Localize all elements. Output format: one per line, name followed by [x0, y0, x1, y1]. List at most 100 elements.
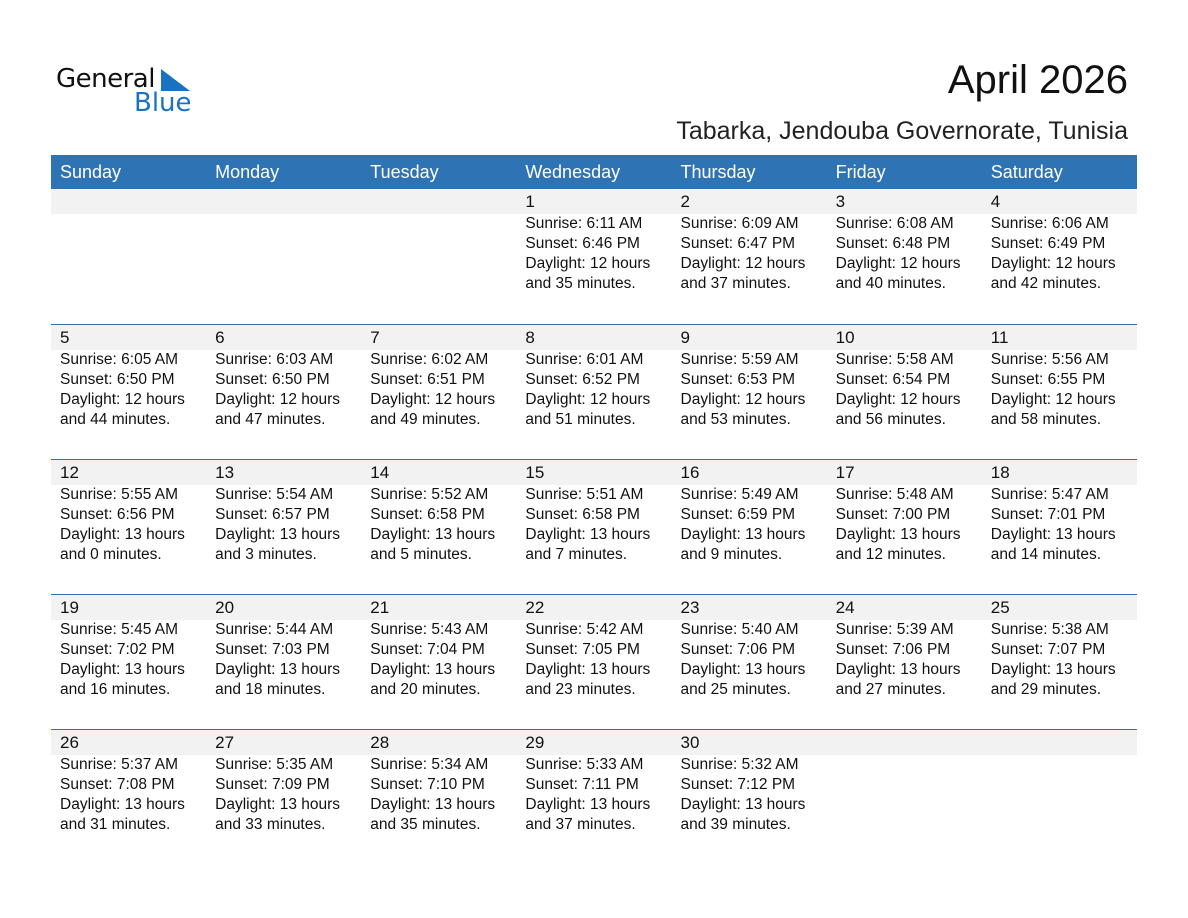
- sunset-text: Sunset: 6:52 PM: [525, 371, 640, 388]
- sunrise-text: Sunrise: 6:05 AM: [60, 351, 179, 368]
- daylight2-text: and 5 minutes.: [370, 546, 472, 563]
- day-cell: 8 Sunrise: 6:01 AM Sunset: 6:52 PM Daylight…: [516, 325, 671, 430]
- day-number: 17: [835, 463, 855, 482]
- daylight2-text: and 27 minutes.: [835, 681, 946, 698]
- day-number: 10: [835, 328, 855, 347]
- sunrise-text: Sunrise: 5:56 AM: [990, 351, 1109, 368]
- daylight1-text: Daylight: 13 hours: [215, 796, 341, 813]
- sunset-text: Sunset: 6:58 PM: [370, 506, 485, 523]
- day-number: 8: [525, 328, 535, 347]
- day-number: 23: [680, 598, 700, 617]
- daylight1-text: Daylight: 12 hours: [990, 391, 1116, 408]
- daylight1-text: Daylight: 13 hours: [370, 796, 496, 813]
- sunrise-text: Sunrise: 6:11 AM: [525, 215, 643, 232]
- day-cell: 7 Sunrise: 6:02 AM Sunset: 6:51 PM Daylight…: [361, 325, 516, 430]
- sunset-text: Sunset: 7:12 PM: [680, 776, 796, 793]
- daylight2-text: and 25 minutes.: [680, 681, 791, 698]
- day-cell: 11 Sunrise: 5:56 AM Sunset: 6:55 PM Dayligh…: [982, 325, 1137, 430]
- daylight2-text: and 23 minutes.: [525, 681, 636, 698]
- logo-text-blue: Blue: [134, 88, 192, 118]
- weekday-thursday: Thursday: [680, 162, 756, 182]
- daylight1-text: Daylight: 13 hours: [60, 661, 185, 678]
- page-title: April 2026: [947, 58, 1128, 102]
- daylight1-text: Daylight: 12 hours: [215, 391, 341, 408]
- day-cell: 15 Sunrise: 5:51 AM Sunset: 6:58 PM Dayligh…: [516, 460, 671, 565]
- sunrise-text: Sunrise: 6:09 AM: [680, 215, 799, 232]
- day-number: 3: [835, 192, 846, 211]
- daylight2-text: and 14 minutes.: [990, 546, 1102, 563]
- day-cell: 29 Sunrise: 5:33 AM Sunset: 7:11 PM Dayligh…: [516, 730, 671, 835]
- daylight1-text: Daylight: 13 hours: [680, 796, 806, 813]
- day-cell: 3 Sunrise: 6:08 AM Sunset: 6:48 PM Daylight…: [827, 189, 982, 294]
- day-cell: 25 Sunrise: 5:38 AM Sunset: 7:07 PM Dayligh…: [982, 595, 1137, 700]
- day-number: 1: [525, 192, 535, 211]
- daylight1-text: Daylight: 13 hours: [370, 661, 496, 678]
- day-cell: 16 Sunrise: 5:49 AM Sunset: 6:59 PM Dayligh…: [672, 460, 827, 565]
- daylight2-text: and 51 minutes.: [525, 411, 636, 428]
- sunset-text: Sunset: 7:06 PM: [835, 641, 951, 658]
- sunrise-text: Sunrise: 5:55 AM: [60, 486, 179, 503]
- day-number: 5: [60, 328, 70, 347]
- week-row: 19 Sunrise: 5:45 AM Sunset: 7:02 PM Dayligh…: [51, 594, 1137, 729]
- day-cell: 24 Sunrise: 5:39 AM Sunset: 7:06 PM Dayligh…: [827, 595, 982, 700]
- daylight2-text: and 29 minutes.: [990, 681, 1102, 698]
- day-number: 18: [990, 463, 1010, 482]
- sunrise-text: Sunrise: 5:45 AM: [60, 621, 179, 638]
- sunset-text: Sunset: 6:56 PM: [60, 506, 175, 523]
- sunrise-text: Sunrise: 5:42 AM: [525, 621, 644, 638]
- sunset-text: Sunset: 6:47 PM: [680, 235, 796, 252]
- daylight2-text: and 20 minutes.: [370, 681, 481, 698]
- day-number-strip: [51, 730, 1137, 755]
- daylight1-text: Daylight: 12 hours: [835, 391, 961, 408]
- sunrise-text: Sunrise: 5:43 AM: [370, 621, 489, 638]
- sunset-text: Sunset: 6:53 PM: [680, 371, 796, 388]
- sunrise-text: Sunrise: 5:44 AM: [215, 621, 334, 638]
- weekday-header: Sunday Monday Tuesday Wednesday Thursday Frid…: [51, 155, 1137, 189]
- day-number: 28: [370, 733, 390, 752]
- sunset-text: Sunset: 7:07 PM: [990, 641, 1106, 658]
- week-row: 26 Sunrise: 5:37 AM Sunset: 7:08 PM Dayligh…: [51, 729, 1137, 864]
- daylight1-text: Daylight: 12 hours: [60, 391, 185, 408]
- day-cell: 4 Sunrise: 6:06 AM Sunset: 6:49 PM Daylight…: [982, 189, 1137, 294]
- empty-cell: [827, 730, 982, 835]
- daylight1-text: Daylight: 13 hours: [680, 661, 806, 678]
- sunrise-text: Sunrise: 5:39 AM: [835, 621, 954, 638]
- daylight1-text: Daylight: 12 hours: [525, 391, 651, 408]
- day-number-strip: [51, 595, 1137, 620]
- day-cell: 6 Sunrise: 6:03 AM Sunset: 6:50 PM Daylight…: [206, 325, 361, 430]
- daylight2-text: and 58 minutes.: [990, 411, 1102, 428]
- day-number: 15: [525, 463, 545, 482]
- sunrise-text: Sunrise: 5:32 AM: [680, 756, 799, 773]
- day-cell: 27 Sunrise: 5:35 AM Sunset: 7:09 PM Dayligh…: [206, 730, 361, 835]
- sunrise-text: Sunrise: 5:58 AM: [835, 351, 954, 368]
- day-number: 25: [990, 598, 1010, 617]
- daylight1-text: Daylight: 13 hours: [835, 661, 961, 678]
- daylight2-text: and 47 minutes.: [215, 411, 326, 428]
- sunrise-text: Sunrise: 5:51 AM: [525, 486, 644, 503]
- daylight1-text: Daylight: 12 hours: [680, 255, 806, 272]
- daylight2-text: and 7 minutes.: [525, 546, 628, 563]
- weekday-saturday: Saturday: [990, 162, 1063, 182]
- daylight2-text: and 31 minutes.: [60, 816, 171, 833]
- sunset-text: Sunset: 6:58 PM: [525, 506, 640, 523]
- daylight1-text: Daylight: 13 hours: [990, 526, 1116, 543]
- daylight1-text: Daylight: 13 hours: [215, 526, 341, 543]
- sunset-text: Sunset: 6:49 PM: [990, 235, 1106, 252]
- daylight2-text: and 16 minutes.: [60, 681, 171, 698]
- sunrise-text: Sunrise: 5:54 AM: [215, 486, 334, 503]
- sunrise-text: Sunrise: 5:59 AM: [680, 351, 799, 368]
- empty-cell: [51, 189, 206, 294]
- daylight2-text: and 49 minutes.: [370, 411, 481, 428]
- sunrise-text: Sunrise: 5:37 AM: [60, 756, 179, 773]
- daylight1-text: Daylight: 12 hours: [370, 391, 496, 408]
- sunrise-text: Sunrise: 6:08 AM: [835, 215, 954, 232]
- day-number: 30: [680, 733, 700, 752]
- week-row: 1 Sunrise: 6:11 AM Sunset: 6:46 PM Daylight…: [51, 189, 1137, 324]
- sunrise-text: Sunrise: 5:48 AM: [835, 486, 954, 503]
- day-cell: 12 Sunrise: 5:55 AM Sunset: 6:56 PM Dayligh…: [51, 460, 206, 565]
- day-cell: 9 Sunrise: 5:59 AM Sunset: 6:53 PM Daylight…: [672, 325, 827, 430]
- daylight2-text: and 35 minutes.: [370, 816, 481, 833]
- daylight1-text: Daylight: 12 hours: [680, 391, 806, 408]
- day-cell: 28 Sunrise: 5:34 AM Sunset: 7:10 PM Dayligh…: [361, 730, 516, 835]
- sunrise-text: Sunrise: 6:02 AM: [370, 351, 489, 368]
